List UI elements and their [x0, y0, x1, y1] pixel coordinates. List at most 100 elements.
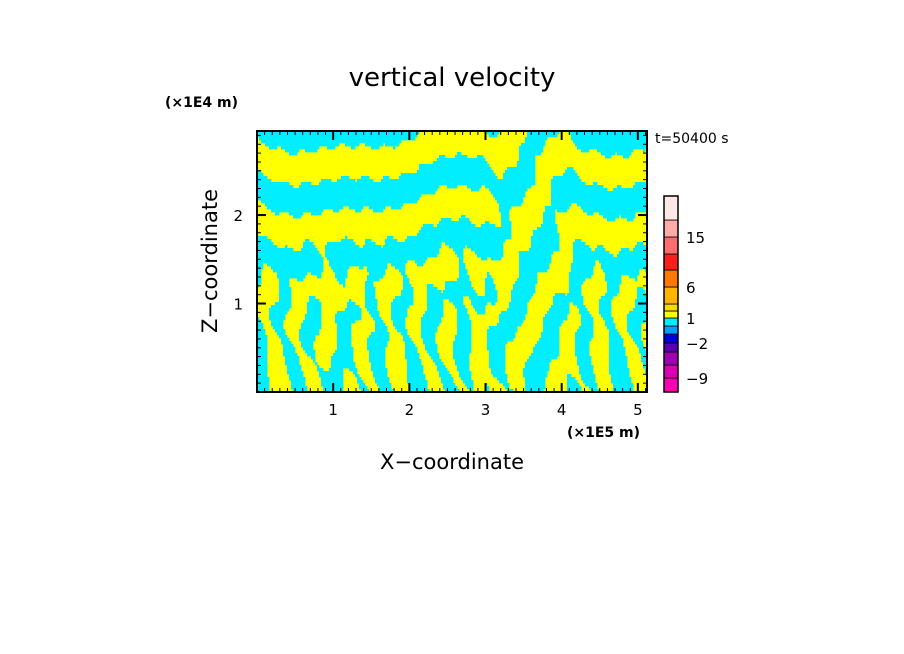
downdraft-region	[613, 383, 634, 387]
downdraft-region	[403, 338, 412, 342]
x-scale-label: (×1E5 m)	[567, 425, 640, 441]
downdraft-region	[477, 254, 504, 258]
downdraft-region	[617, 152, 632, 156]
downdraft-region	[533, 350, 560, 354]
downdraft-region	[481, 224, 496, 228]
downdraft-region	[569, 131, 647, 135]
downdraft-region	[307, 311, 322, 315]
downdraft-region	[583, 380, 596, 384]
downdraft-region	[257, 353, 268, 357]
downdraft-region	[577, 305, 586, 309]
downdraft-region	[393, 320, 406, 324]
downdraft-region	[489, 359, 506, 363]
downdraft-region	[503, 173, 536, 177]
downdraft-region	[257, 356, 268, 360]
downdraft-region	[299, 329, 320, 333]
x-tick-label: 2	[405, 401, 415, 419]
downdraft-region	[309, 296, 316, 300]
downdraft-region	[519, 272, 538, 276]
downdraft-region	[523, 371, 548, 375]
downdraft-region	[585, 383, 598, 387]
downdraft-region	[345, 236, 348, 240]
downdraft-region	[427, 287, 438, 291]
downdraft-region	[489, 134, 498, 138]
downdraft-region	[573, 245, 590, 249]
colorbar-tick-label: −9	[686, 370, 708, 388]
downdraft-region	[269, 314, 286, 318]
downdraft-region	[371, 368, 388, 372]
downdraft-region	[285, 356, 300, 360]
downdraft-region	[425, 344, 438, 348]
downdraft-region	[405, 356, 420, 360]
downdraft-region	[635, 245, 647, 249]
downdraft-region	[385, 143, 400, 147]
downdraft-region	[401, 332, 408, 336]
downdraft-region	[257, 389, 270, 392]
downdraft-region	[549, 308, 570, 312]
downdraft-region	[457, 278, 470, 282]
downdraft-region	[489, 356, 506, 360]
downdraft-region	[457, 368, 470, 372]
downdraft-region	[375, 320, 384, 324]
downdraft-region	[511, 296, 532, 300]
downdraft-region	[567, 389, 582, 392]
downdraft-region	[329, 263, 388, 267]
downdraft-region	[335, 350, 354, 354]
downdraft-region	[519, 158, 536, 162]
downdraft-region	[409, 386, 428, 390]
downdraft-region	[477, 155, 484, 159]
axes: 1 2 3 4 5 1 2	[233, 131, 647, 419]
downdraft-region	[575, 239, 582, 243]
downdraft-region	[403, 287, 414, 291]
downdraft-region	[531, 239, 560, 243]
downdraft-region	[543, 215, 556, 219]
downdraft-region	[261, 200, 418, 204]
downdraft-region	[641, 359, 647, 363]
downdraft-region	[527, 131, 560, 135]
downdraft-region	[257, 380, 270, 384]
downdraft-region	[293, 215, 302, 219]
downdraft-region	[401, 173, 496, 177]
x-tick-label: 4	[557, 401, 567, 419]
downdraft-region	[485, 287, 496, 291]
downdraft-region	[457, 320, 472, 324]
downdraft-region	[449, 299, 464, 303]
downdraft-region	[407, 365, 424, 369]
downdraft-region	[503, 383, 510, 387]
downdraft-region	[285, 245, 288, 249]
downdraft-region	[443, 383, 456, 387]
downdraft-region	[351, 146, 356, 150]
downdraft-region	[415, 260, 426, 264]
downdraft-region	[507, 389, 514, 392]
downdraft-region	[325, 254, 438, 258]
downdraft-region	[593, 182, 598, 186]
downdraft-region	[551, 191, 647, 195]
downdraft-region	[405, 344, 416, 348]
downdraft-region	[403, 281, 410, 285]
downdraft-region	[335, 320, 356, 324]
downdraft-region	[551, 188, 608, 192]
downdraft-region	[405, 353, 420, 357]
downdraft-region	[303, 245, 316, 249]
downdraft-region	[631, 335, 642, 339]
colorbar: 15 6 1 −2 −9	[663, 195, 708, 393]
downdraft-region	[335, 314, 362, 318]
downdraft-region	[369, 356, 386, 360]
downdraft-region	[541, 335, 560, 339]
downdraft-region	[609, 335, 622, 339]
downdraft-region	[301, 323, 322, 327]
downdraft-region	[289, 212, 304, 216]
downdraft-region	[571, 263, 596, 267]
downdraft-region	[605, 323, 616, 327]
colorbar-tick-label: 6	[686, 279, 696, 297]
downdraft-region	[333, 269, 348, 273]
downdraft-region	[365, 305, 378, 309]
downdraft-region	[447, 185, 458, 189]
downdraft-region	[391, 263, 406, 267]
downdraft-region	[579, 311, 590, 315]
downdraft-region	[257, 329, 266, 333]
downdraft-region	[525, 365, 550, 369]
downdraft-region	[321, 179, 332, 183]
downdraft-region	[301, 182, 312, 186]
downdraft-region	[487, 341, 508, 345]
